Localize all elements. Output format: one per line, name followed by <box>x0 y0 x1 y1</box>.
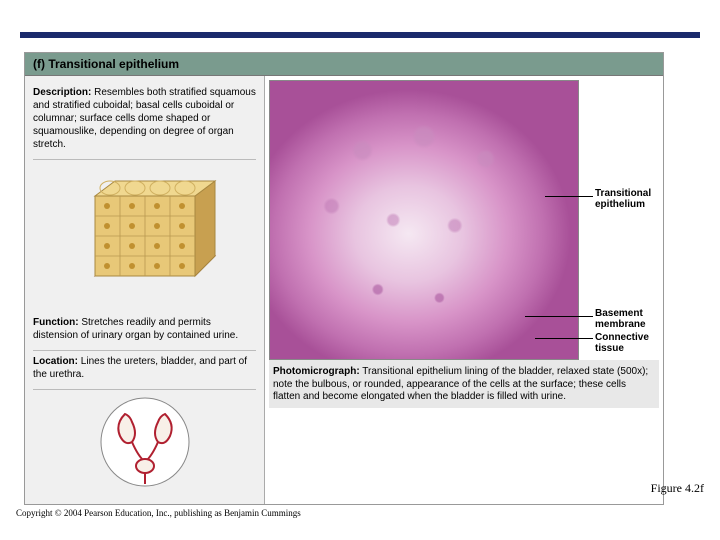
callout-transitional: Transitional epithelium <box>595 188 665 210</box>
callout-basement: Basement membrane <box>595 308 665 330</box>
header-title: Transitional epithelium <box>48 57 179 71</box>
callout-line-3 <box>535 338 593 339</box>
description-section: Description: Resembles both stratified s… <box>33 82 256 160</box>
right-column: Transitional epithelium Basement membran… <box>265 76 663 504</box>
callout-connective: Connective tissue <box>595 332 665 354</box>
callout-line-2 <box>525 316 593 317</box>
title-bar <box>20 32 700 38</box>
photomicrograph-caption: Photomicrograph: Transitional epithelium… <box>269 360 659 408</box>
callout-line-1 <box>545 196 593 197</box>
location-section: Location: Lines the ureters, bladder, an… <box>33 351 256 390</box>
panel-body: Description: Resembles both stratified s… <box>25 76 663 504</box>
photomicro-label: Photomicrograph: <box>273 366 360 377</box>
function-section: Function: Stretches readily and permits … <box>33 312 256 351</box>
description-label: Description: <box>33 87 91 98</box>
copyright-text: Copyright © 2004 Pearson Education, Inc.… <box>16 508 301 518</box>
content-panel: (f) Transitional epithelium Description:… <box>24 52 664 505</box>
photomicrograph-image <box>269 80 579 360</box>
location-label: Location: <box>33 356 78 367</box>
tissue-cube-diagram <box>65 166 225 306</box>
urinary-system-diagram <box>90 394 200 494</box>
panel-header: (f) Transitional epithelium <box>25 53 663 76</box>
figure-number: Figure 4.2f <box>651 481 704 496</box>
left-column: Description: Resembles both stratified s… <box>25 76 265 504</box>
function-label: Function: <box>33 317 79 328</box>
header-prefix: (f) <box>33 57 45 71</box>
